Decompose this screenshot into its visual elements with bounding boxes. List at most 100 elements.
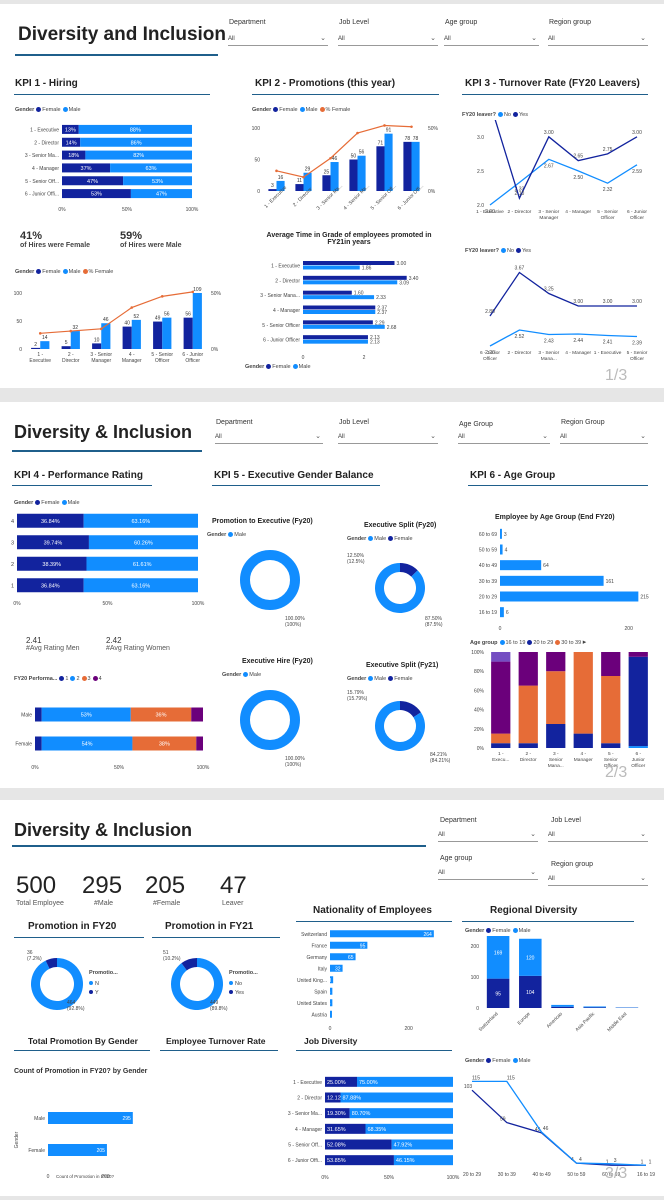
data-label: 51 <box>163 950 169 956</box>
series-line <box>489 271 637 317</box>
data-label: 18% <box>68 153 79 159</box>
data-label: 2.33 <box>376 295 386 301</box>
data-label: 38.39% <box>42 562 61 568</box>
data-label: 71 <box>378 140 384 146</box>
x-axis-title: Count of Promotion in FY20? <box>56 1174 115 1179</box>
y-tick-label: 50 <box>254 158 260 164</box>
y-tick-label: 100 <box>471 975 480 981</box>
data-label: 2.67 <box>544 163 554 169</box>
y-tick-label: 2 - Director <box>297 1096 322 1102</box>
line-point <box>410 125 413 129</box>
bar <box>411 141 420 191</box>
data-label: 2.52 <box>515 334 525 340</box>
kpi3-legend-2: FY20 leaver? No Yes <box>465 248 531 254</box>
donut-slice <box>400 701 421 718</box>
chart-svg: 0 100 200 95 169 Switzerland 104 120 Europe Ameri… <box>471 926 639 1033</box>
bar-segment <box>365 1123 453 1134</box>
data-label: 78 <box>413 136 419 142</box>
y-axis-title: Gender <box>14 1131 20 1148</box>
slicer-agegroup[interactable]: All ⌄ <box>444 34 539 46</box>
kpi1-hires-chart: 0 50 100 0% 50% 2 14 1 - Executive 5 32 2 - Director… <box>5 279 230 379</box>
slicer-joblevel[interactable]: All ⌄ <box>548 830 648 842</box>
x-tick-label: Director <box>520 757 537 763</box>
y-tick-label: 6 - Junior Offi... <box>288 1158 322 1164</box>
kpi2-title: KPI 2 - Promotions (this year) <box>255 78 396 89</box>
data-label: 2.37 <box>377 310 387 316</box>
donut-slice <box>400 563 418 577</box>
data-label: 56 <box>185 312 191 318</box>
bar <box>330 930 434 938</box>
slicer-region[interactable]: All ⌄ <box>560 432 648 444</box>
data-label: 3.00 <box>397 261 407 267</box>
data-label: 63.16% <box>132 583 151 589</box>
job-diversity-chart: 1 - Executive 25.00% 75.00% 2 - Director 12.… <box>275 1072 465 1182</box>
kpi4-underline <box>12 485 152 486</box>
series-line <box>489 158 638 206</box>
bar <box>162 317 172 349</box>
report-page-2: Diversity & Inclusion Department All ⌄ Jo… <box>0 402 664 788</box>
kpi5-exec-hire-legend: Gender Male <box>222 672 262 678</box>
x-tick-label: 2 <box>363 355 366 361</box>
kpi2-promotions-chart: 0 50 100 0% 50% 3 16 1 - Executive 11 29 2 - Direc… <box>245 116 445 231</box>
data-label: 2.10 <box>515 191 525 197</box>
y-tick-label: 5 - Senior Off... <box>25 179 59 185</box>
data-label: 12.12% <box>327 1096 346 1102</box>
data-label: 264 <box>423 932 432 938</box>
y-tick-label: 50 <box>16 319 22 325</box>
y-tick-label: 1 <box>11 583 14 589</box>
kpi5-split21-legend: Gender Male Female <box>347 676 413 682</box>
data-label: 3 <box>271 183 274 189</box>
slicer-region[interactable]: All ⌄ <box>548 874 648 886</box>
slicer-department[interactable]: All ⌄ <box>215 432 323 444</box>
bar <box>330 162 339 191</box>
data-label: 2.20 <box>485 350 495 356</box>
data-label: 2.33 <box>515 187 525 193</box>
bar <box>500 591 639 602</box>
bar-segment <box>518 685 538 744</box>
data-label: 56 <box>359 150 365 156</box>
data-label: 36.84% <box>41 583 60 589</box>
y-tick-label: Italy <box>318 966 328 972</box>
x-tick-label: 6 - <box>635 751 641 757</box>
data-label: 2.75 <box>603 147 613 153</box>
x-tick-label: 6 - Junior <box>627 209 647 215</box>
data-label: 11 <box>297 178 302 184</box>
y-tick-label: 100% <box>471 650 484 656</box>
kpi2-time-chart: 1 - Executive 3.00 1.86 2 - Director 3.40 3.0… <box>245 256 450 361</box>
chart-svg: 449(89.8%) 51(10.2%) Promotio... No Yes <box>163 950 258 1012</box>
y-tick-label: 60 to 69 <box>479 532 497 538</box>
y-tick-label: 40% <box>474 708 485 714</box>
x-tick-label: 50% <box>122 207 133 213</box>
y-tick-label: 0 <box>19 347 22 353</box>
data-label: 115 <box>472 1075 480 1081</box>
slicer-joblevel[interactable]: All ⌄ <box>338 34 438 46</box>
slicer-agegroup[interactable]: All ⌄ <box>438 868 538 880</box>
slicer-agegroup[interactable]: All ⌄ <box>458 432 550 444</box>
slicer-region-label: Region group <box>549 19 592 26</box>
slicer-department[interactable]: All ⌄ <box>438 830 538 842</box>
bar-segment <box>130 189 192 199</box>
total-promo-underline <box>14 1050 150 1051</box>
data-label: 52.08% <box>327 1143 346 1149</box>
y-tick-label: 200 <box>471 944 480 950</box>
y-tick-label: 16 to 19 <box>479 610 497 616</box>
bar-segment <box>62 124 79 134</box>
kpi6-title: KPI 6 - Age Group <box>470 470 556 481</box>
bar-segment <box>518 743 538 748</box>
legend-title: Promotio... <box>89 970 118 976</box>
nationality-title: Nationality of Employees <box>313 905 432 916</box>
slicer-department[interactable]: All ⌄ <box>228 34 328 46</box>
x-tick-label: 0% <box>31 765 39 771</box>
y-tick-label: Female <box>15 742 32 748</box>
data-label: 2.68 <box>387 325 397 331</box>
slicer-joblevel[interactable]: All ⌄ <box>338 432 438 444</box>
data-label: 25.00% <box>327 1080 346 1086</box>
slicer-region[interactable]: All ⌄ <box>548 34 648 46</box>
y-tick-label: 6 - Junior Offi... <box>25 192 59 198</box>
bar <box>330 953 356 961</box>
bar-segment <box>628 652 648 657</box>
x-tick-label: 4 - Manager <box>565 350 591 356</box>
kpi4-perf-legend: FY20 Performa... 1 2 3 4 <box>14 676 102 682</box>
turnover-title: Employee Turnover Rate <box>166 1036 266 1046</box>
